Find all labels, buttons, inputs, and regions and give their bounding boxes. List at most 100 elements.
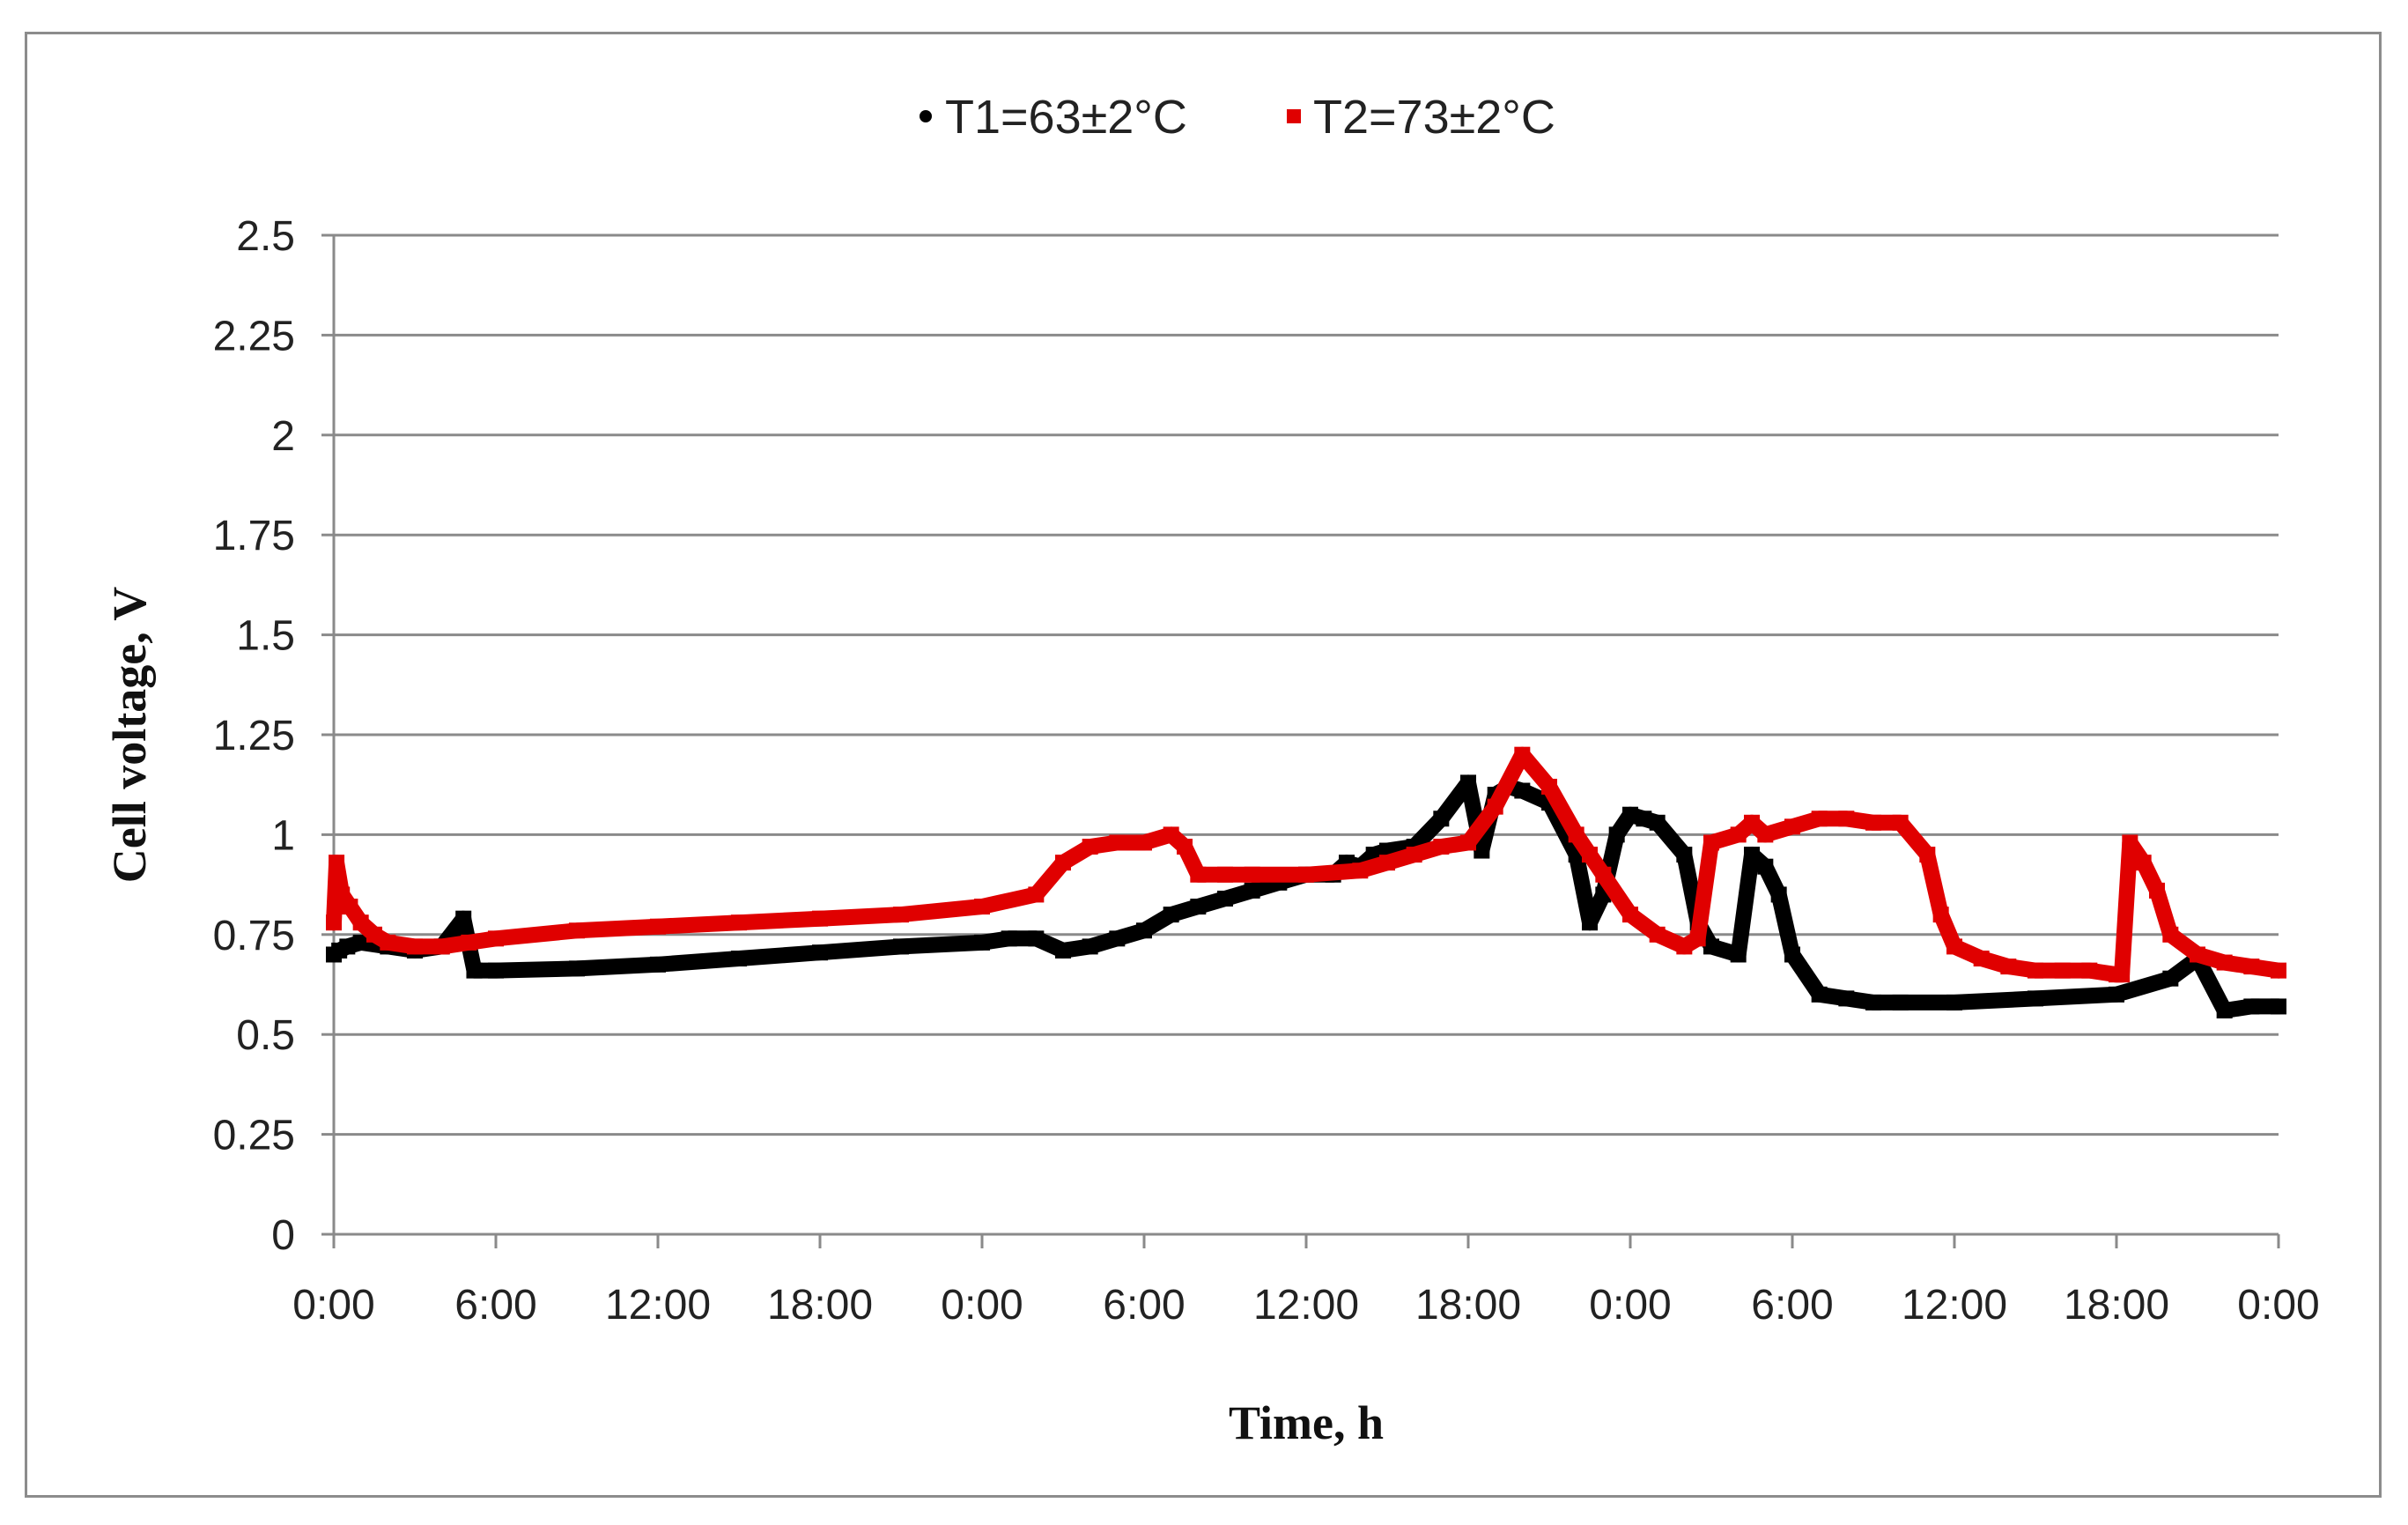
y-tick-label: 0.25: [213, 1113, 295, 1159]
x-tick-label: 18:00: [2064, 1282, 2169, 1329]
data-point: [974, 934, 990, 951]
data-point: [461, 934, 477, 951]
data-point: [2190, 946, 2205, 963]
data-point: [1744, 847, 1760, 863]
data-point: [2028, 962, 2043, 979]
data-point: [812, 944, 828, 961]
data-point: [1649, 926, 1666, 943]
data-point: [2271, 998, 2286, 1015]
data-point: [1568, 826, 1584, 843]
data-point: [1514, 782, 1531, 799]
data-point: [1730, 946, 1747, 963]
data-point: [1595, 866, 1612, 883]
data-point: [1676, 847, 1693, 863]
data-point: [1190, 899, 1207, 915]
data-point: [1608, 826, 1625, 843]
data-point: [1109, 834, 1126, 851]
data-point: [569, 922, 585, 939]
data-point: [1082, 839, 1098, 855]
data-point: [1946, 938, 1962, 955]
data-point: [1703, 834, 1719, 851]
y-tick-label: 2: [271, 413, 295, 460]
y-tick-labels: 0 0.25 0.5 0.75 1 1.25 1.5 1.75 2 2.25 2.5: [213, 213, 295, 1259]
data-point: [1433, 839, 1450, 855]
gridlines: [321, 233, 2279, 1236]
legend: T1=63±2°C T2=73±2°C: [920, 91, 1555, 144]
y-tick-label: 0.5: [236, 1012, 295, 1059]
data-point: [329, 855, 345, 871]
data-point: [2216, 954, 2233, 971]
data-point: [455, 910, 472, 927]
data-point: [326, 914, 342, 931]
data-point: [1838, 811, 1855, 827]
x-tick-label: 0:00: [941, 1282, 1023, 1329]
data-point: [1352, 862, 1369, 879]
data-point: [1784, 818, 1800, 835]
data-point: [1217, 890, 1233, 907]
data-point: [433, 938, 450, 955]
data-point: [893, 907, 909, 923]
data-point: [342, 899, 358, 915]
data-point: [2162, 970, 2179, 987]
data-point: [1811, 811, 1828, 827]
data-point: [1163, 826, 1179, 843]
y-tick-label: 0.75: [213, 913, 295, 959]
y-tick-label: 1.5: [236, 613, 295, 660]
data-point: [1163, 907, 1179, 923]
chart-svg: 0 0.25 0.5 0.75 1 1.25 1.5 1.75 2 2.25 2.5 0:00 6:0…: [103, 91, 2320, 1449]
data-point: [1460, 834, 1476, 851]
data-point: [1379, 855, 1395, 871]
data-point: [1932, 907, 1949, 923]
data-point: [1757, 826, 1774, 843]
data-point: [569, 960, 585, 977]
series-2: [326, 746, 2286, 983]
data-point: [334, 886, 351, 903]
data-point: [2054, 962, 2071, 979]
data-point: [1649, 814, 1666, 831]
data-point: [1892, 994, 1909, 1010]
y-tick-label: 1.75: [213, 513, 295, 559]
x-tick-label: 18:00: [1415, 1282, 1521, 1329]
data-point: [1865, 994, 1881, 1010]
data-point: [1055, 942, 1071, 959]
data-point: [1973, 951, 1990, 967]
legend-label: T1=63±2°C: [945, 91, 1187, 144]
series-line: [326, 746, 2286, 983]
data-point: [1541, 778, 1557, 795]
data-point: [466, 962, 483, 979]
data-point: [2114, 966, 2131, 983]
data-point: [2122, 834, 2138, 851]
data-point: [650, 956, 666, 973]
data-point: [1757, 858, 1774, 875]
data-point: [1244, 866, 1260, 883]
data-point: [352, 934, 369, 951]
data-point: [488, 930, 504, 947]
data-point: [1460, 774, 1476, 791]
data-point: [366, 926, 382, 943]
data-point: [1136, 922, 1152, 939]
data-point: [650, 918, 666, 935]
data-point: [812, 910, 828, 927]
data-point: [2000, 959, 2017, 975]
series-layer: [326, 746, 2286, 1018]
data-point: [1811, 986, 1828, 1003]
data-point: [1298, 866, 1314, 883]
data-point: [1730, 826, 1747, 843]
data-point: [1433, 811, 1450, 827]
series-line: [326, 774, 2286, 1018]
data-point: [731, 951, 747, 967]
data-point: [1190, 866, 1207, 883]
data-point: [1487, 798, 1503, 815]
data-point: [1744, 814, 1760, 831]
x-tick-labels: 0:00 6:00 12:00 18:00 0:00 6:00 12:00 18:00 0:00…: [292, 1282, 2319, 1329]
data-point: [1244, 882, 1260, 899]
legend-label: T2=73±2°C: [1313, 91, 1555, 144]
data-point: [1919, 847, 1936, 863]
data-point: [407, 938, 423, 955]
y-tick-label: 1: [271, 812, 295, 859]
x-tick-label: 12:00: [1253, 1282, 1359, 1329]
data-point: [339, 938, 356, 955]
data-point: [974, 899, 990, 915]
data-point: [380, 934, 396, 951]
x-tick-label: 0:00: [1589, 1282, 1671, 1329]
